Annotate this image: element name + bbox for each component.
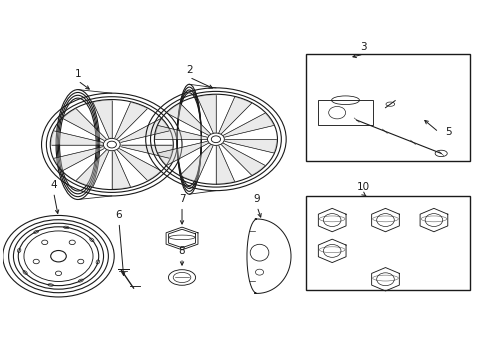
Polygon shape — [119, 118, 170, 143]
Polygon shape — [167, 103, 211, 135]
Polygon shape — [51, 131, 103, 145]
Text: 7: 7 — [179, 194, 185, 204]
Polygon shape — [155, 126, 207, 139]
Polygon shape — [225, 139, 276, 153]
Text: 6: 6 — [116, 211, 122, 220]
Text: 10: 10 — [357, 182, 370, 192]
Bar — [318, 100, 373, 125]
Polygon shape — [54, 147, 104, 171]
Polygon shape — [117, 149, 161, 180]
Text: 5: 5 — [445, 127, 452, 137]
Polygon shape — [112, 151, 130, 189]
Bar — [306, 196, 470, 290]
Text: 4: 4 — [50, 180, 57, 190]
Polygon shape — [197, 95, 216, 133]
Polygon shape — [221, 143, 265, 175]
Polygon shape — [219, 97, 251, 134]
Text: 1: 1 — [74, 69, 81, 79]
Polygon shape — [115, 102, 147, 139]
Polygon shape — [158, 141, 208, 165]
Text: 3: 3 — [360, 42, 367, 52]
Polygon shape — [63, 109, 106, 140]
Polygon shape — [76, 150, 109, 187]
Bar — [306, 54, 470, 161]
Text: 9: 9 — [254, 194, 260, 204]
Text: 8: 8 — [179, 246, 185, 256]
Text: 2: 2 — [186, 65, 193, 75]
Polygon shape — [180, 145, 213, 181]
Polygon shape — [121, 145, 172, 158]
Polygon shape — [223, 113, 273, 137]
Polygon shape — [93, 100, 112, 138]
Polygon shape — [216, 146, 235, 184]
